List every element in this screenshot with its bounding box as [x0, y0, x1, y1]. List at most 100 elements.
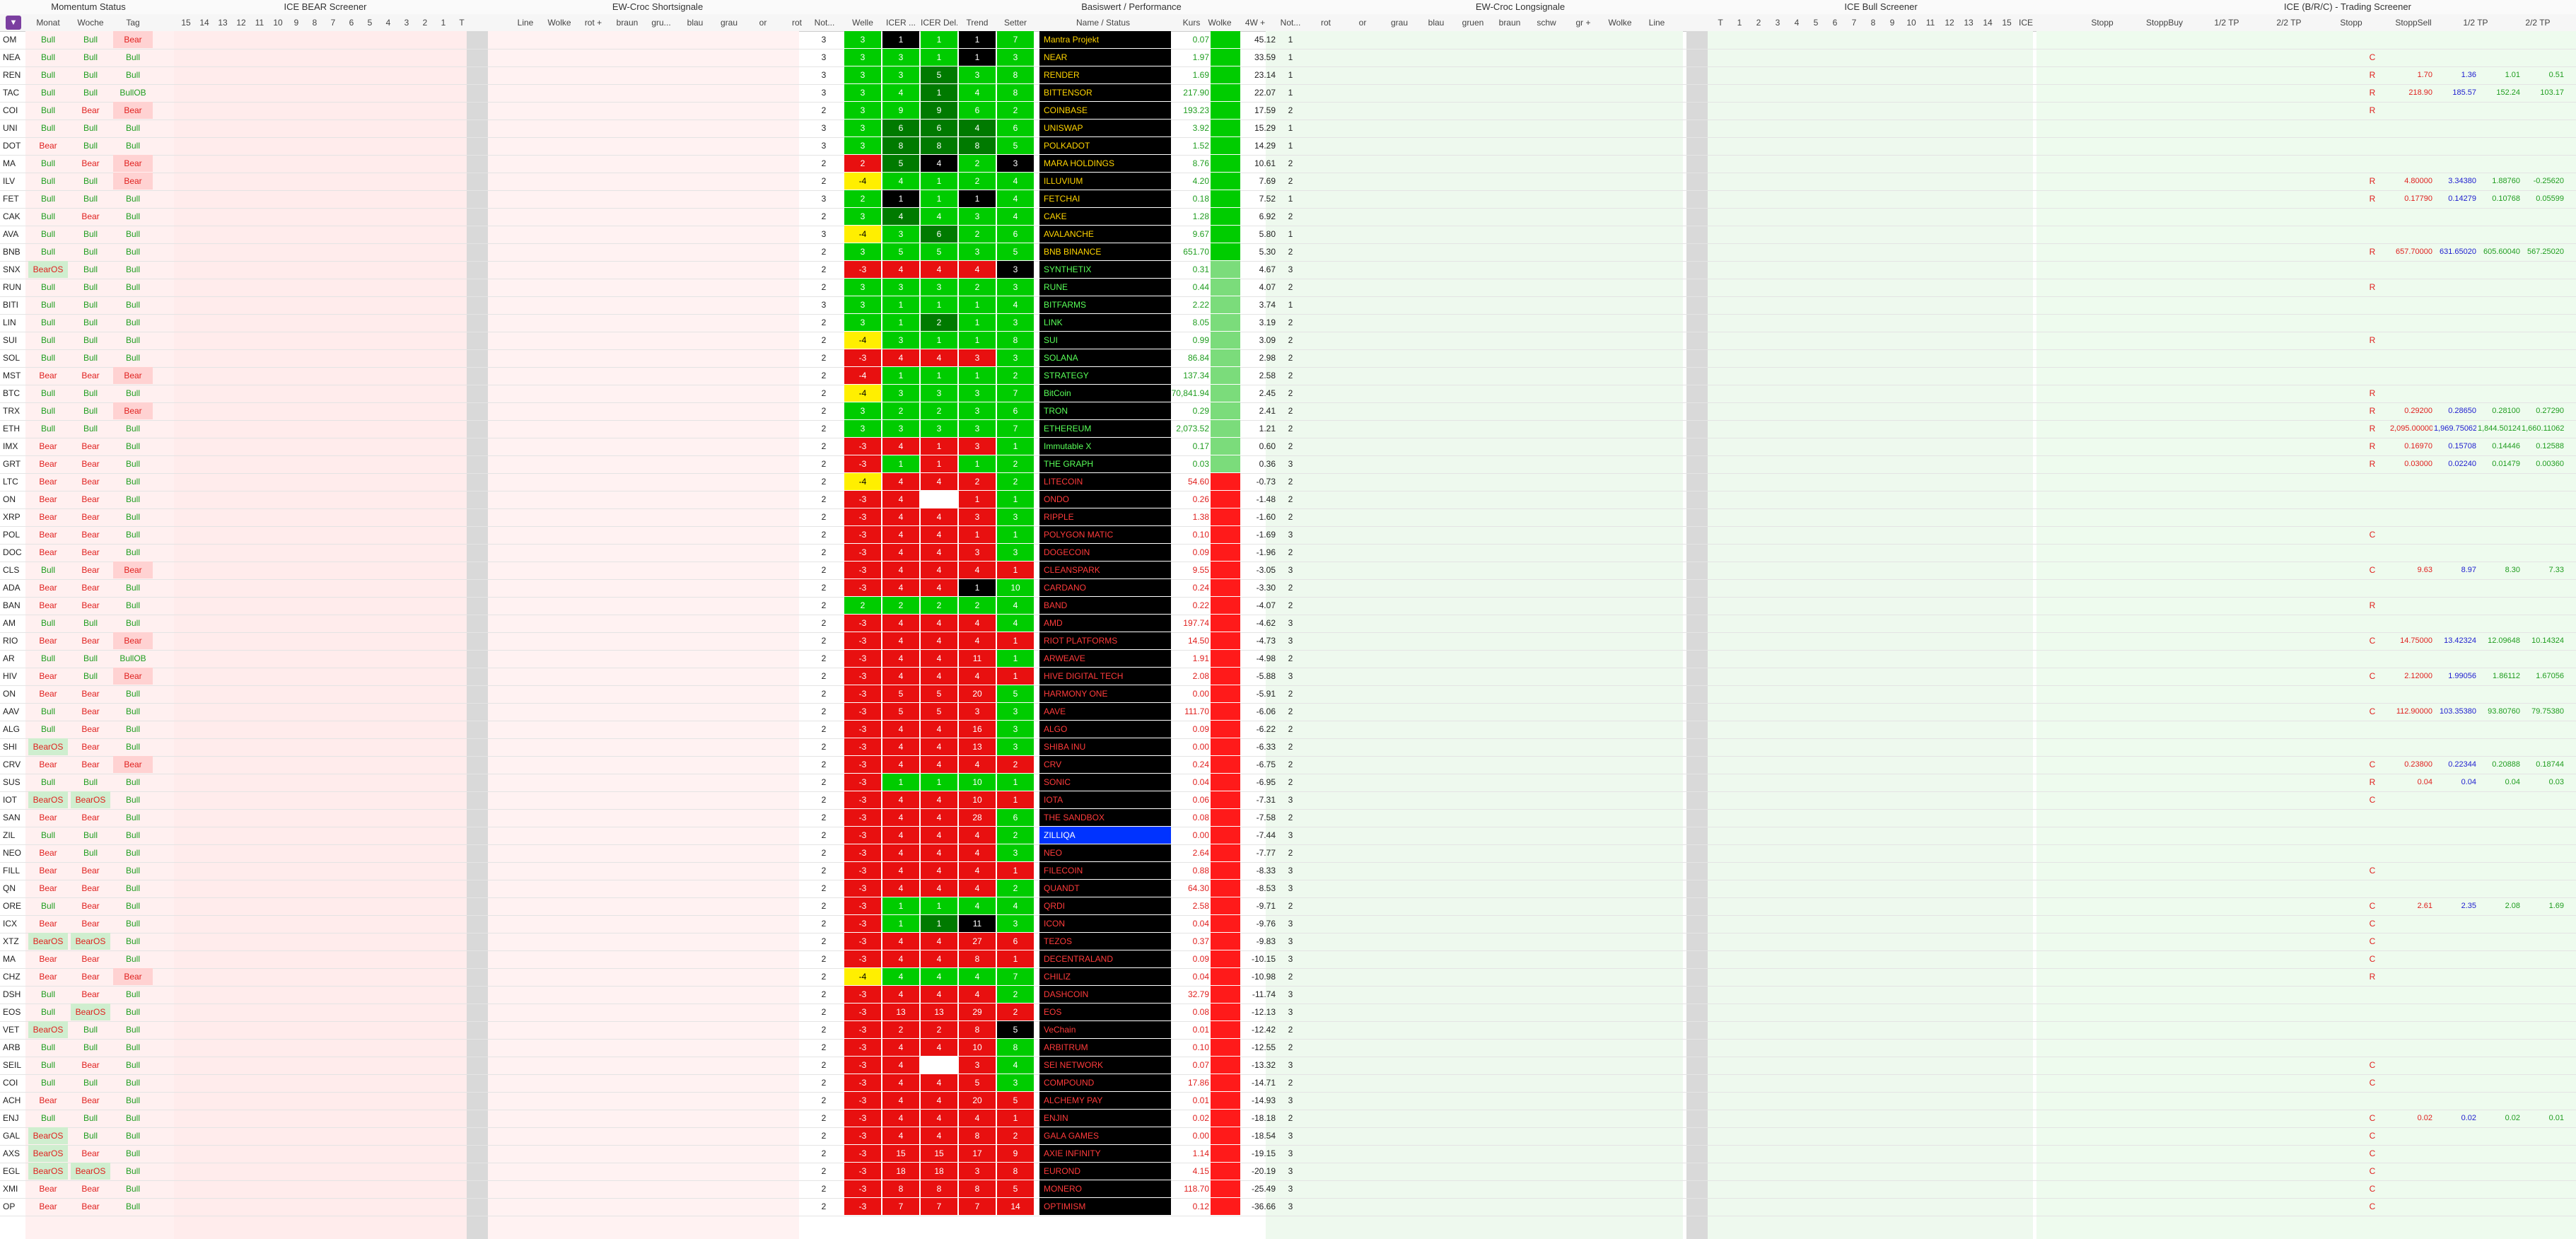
asset-name[interactable]: SONIC: [1039, 774, 1171, 791]
row-symbol[interactable]: NEO: [3, 848, 22, 858]
header-momentum-0[interactable]: Monat: [36, 18, 60, 28]
row-symbol[interactable]: ORE: [3, 901, 22, 911]
asset-name[interactable]: HARMONY ONE: [1039, 685, 1171, 702]
row-symbol[interactable]: BAN: [3, 600, 21, 610]
row-symbol[interactable]: FET: [3, 194, 19, 204]
row-symbol[interactable]: SUI: [3, 335, 18, 345]
header-ew-long-0[interactable]: rot: [1320, 18, 1331, 28]
row-symbol[interactable]: RUN: [3, 282, 21, 292]
header-trading-6[interactable]: 1/2 TP: [2463, 18, 2488, 28]
header-ew-long-1[interactable]: or: [1358, 18, 1367, 28]
row-symbol[interactable]: FILL: [3, 866, 21, 876]
header-basis-4[interactable]: Trend: [966, 18, 989, 28]
asset-name[interactable]: ALCHEMY PAY: [1039, 1092, 1171, 1109]
row-symbol[interactable]: ENJ: [3, 1113, 19, 1123]
row-symbol[interactable]: SOL: [3, 353, 21, 363]
row-symbol[interactable]: ALG: [3, 724, 21, 734]
row-symbol[interactable]: TAC: [3, 88, 20, 98]
header-ice-bull-12[interactable]: 12: [1945, 18, 1954, 28]
row-symbol[interactable]: ILV: [3, 176, 16, 186]
header-ice-bear-13[interactable]: 2: [422, 18, 428, 28]
asset-name[interactable]: LINK: [1039, 314, 1171, 331]
row-symbol[interactable]: BTC: [3, 388, 20, 398]
header-ice-bull-8[interactable]: 8: [1870, 18, 1876, 28]
row-symbol[interactable]: ACH: [3, 1095, 21, 1105]
asset-name[interactable]: AVALANCHE: [1039, 226, 1171, 243]
row-symbol[interactable]: CLS: [3, 565, 20, 575]
header-ew-short-2[interactable]: rot +: [584, 18, 602, 28]
asset-name[interactable]: RIPPLE: [1039, 508, 1171, 525]
asset-name[interactable]: TRON: [1039, 402, 1171, 419]
header-momentum-2[interactable]: Tag: [126, 18, 140, 28]
asset-name[interactable]: Immutable X: [1039, 438, 1171, 455]
row-symbol[interactable]: TRX: [3, 406, 20, 416]
row-symbol[interactable]: CHZ: [3, 972, 21, 982]
asset-name[interactable]: LITECOIN: [1039, 473, 1171, 490]
row-symbol[interactable]: XTZ: [3, 936, 19, 946]
header-ew-short-6[interactable]: grau: [720, 18, 738, 28]
asset-name[interactable]: EOS: [1039, 1004, 1171, 1020]
header-ice-bull-2[interactable]: 2: [1756, 18, 1761, 28]
header-wolke[interactable]: Wolke: [1208, 18, 1232, 28]
row-symbol[interactable]: GRT: [3, 459, 21, 469]
asset-name[interactable]: VeChain: [1039, 1021, 1171, 1038]
row-symbol[interactable]: ETH: [3, 424, 20, 434]
asset-name[interactable]: POLKADOT: [1039, 137, 1171, 154]
row-symbol[interactable]: HIV: [3, 671, 18, 681]
row-symbol[interactable]: QN: [3, 883, 16, 893]
row-symbol[interactable]: LTC: [3, 477, 18, 487]
row-symbol[interactable]: REN: [3, 70, 21, 80]
header-trading-0[interactable]: Stopp: [2091, 18, 2114, 28]
asset-name[interactable]: ARBITRUM: [1039, 1039, 1171, 1056]
header-ew-short-5[interactable]: blau: [687, 18, 704, 28]
row-symbol[interactable]: GAL: [3, 1131, 21, 1141]
row-symbol[interactable]: AVA: [3, 229, 19, 239]
asset-name[interactable]: IOTA: [1039, 791, 1171, 808]
header-basis-0[interactable]: Not...: [814, 18, 835, 28]
header-ew-short-7[interactable]: or: [759, 18, 767, 28]
header-ice-bull-11[interactable]: 11: [1925, 18, 1935, 28]
row-symbol[interactable]: SEIL: [3, 1060, 22, 1070]
header-ew-short-8[interactable]: rot: [791, 18, 802, 28]
header-basis-3[interactable]: ICER Del...: [921, 18, 957, 28]
header-trading-2[interactable]: 1/2 TP: [2214, 18, 2239, 28]
asset-name[interactable]: BitCoin: [1039, 385, 1171, 402]
asset-name[interactable]: AMD: [1039, 615, 1171, 632]
asset-name[interactable]: RENDER: [1039, 66, 1171, 83]
row-symbol[interactable]: MA: [3, 158, 16, 168]
header-ew-short-3[interactable]: braun: [616, 18, 639, 28]
row-symbol[interactable]: ADA: [3, 583, 21, 593]
header-ice-bull-15[interactable]: 15: [2002, 18, 2012, 28]
row-symbol[interactable]: ICX: [3, 919, 18, 929]
asset-name[interactable]: SOLANA: [1039, 349, 1171, 366]
row-symbol[interactable]: SHI: [3, 742, 18, 752]
header-trading-7[interactable]: 2/2 TP: [2525, 18, 2551, 28]
asset-name[interactable]: THE GRAPH: [1039, 455, 1171, 472]
asset-name[interactable]: BITTENSOR: [1039, 84, 1171, 101]
header-ew-short-4[interactable]: gru...: [651, 18, 671, 28]
dropdown-button[interactable]: ▼: [6, 16, 21, 30]
header-ice-bear-4[interactable]: 11: [255, 18, 264, 28]
row-symbol[interactable]: IOT: [3, 795, 17, 805]
asset-name[interactable]: RUNE: [1039, 279, 1171, 296]
asset-name[interactable]: SEI NETWORK: [1039, 1057, 1171, 1074]
header-ice-bull-7[interactable]: 7: [1851, 18, 1857, 28]
header-ew-short-1[interactable]: Wolke: [547, 18, 571, 28]
row-symbol[interactable]: MST: [3, 371, 21, 380]
header-ice-bull-6[interactable]: 6: [1832, 18, 1838, 28]
asset-name[interactable]: OPTIMISM: [1039, 1198, 1171, 1215]
asset-name[interactable]: DOGECOIN: [1039, 544, 1171, 561]
header-ew-long-8[interactable]: Wolke: [1608, 18, 1632, 28]
row-symbol[interactable]: EGL: [3, 1166, 21, 1176]
header-ice-bull-16[interactable]: ICE: [2018, 18, 2033, 28]
asset-name[interactable]: NEO: [1039, 844, 1171, 861]
header-not2[interactable]: Not...: [1280, 18, 1301, 28]
asset-name[interactable]: GALA GAMES: [1039, 1127, 1171, 1144]
header-ice-bear-8[interactable]: 7: [330, 18, 336, 28]
header-ice-bear-0[interactable]: 15: [181, 18, 191, 28]
asset-name[interactable]: BITFARMS: [1039, 296, 1171, 313]
asset-name[interactable]: MONERO: [1039, 1180, 1171, 1197]
row-symbol[interactable]: OP: [3, 1202, 16, 1211]
header-ice-bear-6[interactable]: 9: [293, 18, 299, 28]
header-ice-bull-0[interactable]: T: [1718, 18, 1723, 28]
